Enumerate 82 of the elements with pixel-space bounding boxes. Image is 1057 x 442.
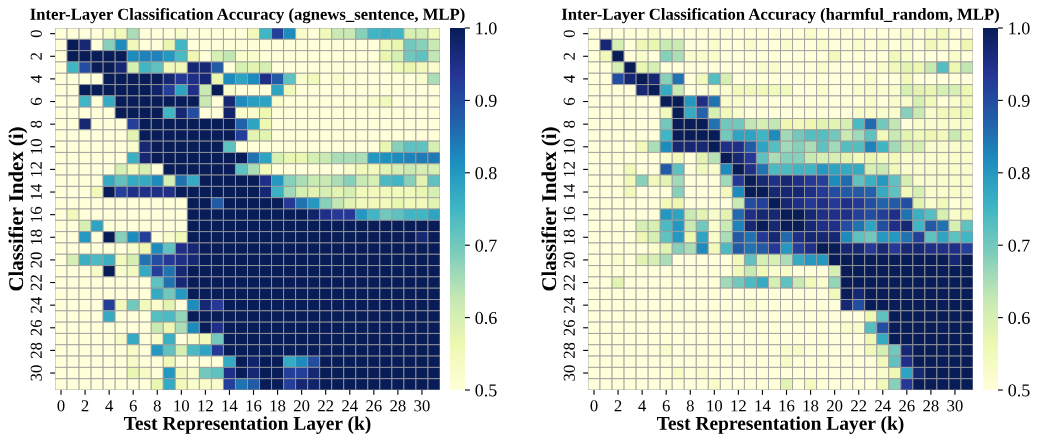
x-tick-label: 12 [198, 400, 213, 412]
x-tick-label: 0 [590, 400, 598, 412]
x-tick-label: 30 [947, 400, 963, 412]
x-tick-label: 4 [638, 400, 647, 412]
y-tick-label: 30 [563, 365, 575, 381]
x-tick-label: 4 [105, 400, 114, 412]
y-tick-label: 18 [563, 229, 575, 245]
x-tick-label: 22 [318, 400, 334, 412]
y-tick-label: 26 [563, 319, 575, 336]
y-tick-label: 14 [30, 183, 42, 199]
y-tick-label: 18 [30, 229, 42, 245]
x-tick-label: 16 [246, 400, 262, 412]
y-tick-label: 6 [563, 97, 575, 105]
y-tick-label: 10 [30, 139, 42, 154]
y-tick-label: 28 [30, 342, 42, 359]
color-bar-label: 0.8 [475, 167, 497, 180]
x-tick-label: 22 [851, 400, 867, 412]
x-axis-title: Test Representation Layer (k) [657, 416, 904, 434]
y-tick-label: 4 [30, 75, 42, 83]
y-tick-label: 14 [563, 183, 575, 199]
color-bar-label: 0.7 [1008, 239, 1030, 252]
x-tick-label: 26 [899, 400, 915, 412]
y-tick-label: 2 [563, 53, 575, 60]
x-tick-label: 8 [153, 400, 161, 412]
color-bar-label: 0.5 [475, 384, 497, 397]
x-tick-label: 14 [222, 400, 238, 412]
chart-title: Inter-Layer Classification Accuracy (harmful_random, MLP) [561, 7, 999, 24]
x-tick-label: 10 [707, 400, 723, 412]
y-axis-title: Classifier Index (i) [8, 127, 28, 291]
y-tick-label: 4 [563, 75, 575, 83]
x-tick-label: 16 [779, 400, 795, 412]
y-axis-title: Classifier Index (i) [541, 127, 561, 291]
chart-title: Inter-Layer Classification Accuracy (agnews_sentence, MLP) [30, 7, 465, 24]
y-tick-label: 0 [30, 30, 42, 38]
y-tick-label: 6 [30, 97, 42, 105]
color-bar-label: 0.5 [1008, 384, 1030, 397]
y-tick-label: 12 [563, 161, 575, 177]
x-tick-label: 30 [414, 400, 430, 412]
y-tick-label: 24 [30, 297, 42, 313]
x-tick-label: 2 [81, 400, 89, 412]
y-tick-label: 26 [30, 319, 42, 336]
x-tick-label: 6 [129, 400, 137, 412]
x-tick-label: 0 [57, 400, 65, 412]
y-tick-label: 22 [30, 275, 42, 291]
y-tick-label: 20 [563, 252, 575, 268]
color-bar-label: 1.0 [1009, 22, 1030, 35]
color-bar-label: 0.7 [475, 239, 497, 252]
x-tick-label: 10 [174, 400, 190, 412]
x-tick-label: 24 [342, 400, 358, 412]
x-tick-label: 18 [803, 400, 819, 412]
color-bar-label: 0.6 [475, 311, 497, 325]
x-tick-label: 8 [686, 400, 694, 412]
x-tick-label: 20 [827, 400, 843, 412]
x-tick-label: 28 [390, 400, 406, 412]
x-tick-label: 6 [662, 400, 670, 412]
y-tick-label: 20 [30, 252, 42, 268]
color-bar-label: 0.8 [1008, 167, 1030, 180]
x-tick-label: 26 [366, 400, 382, 412]
y-tick-label: 8 [563, 120, 575, 128]
x-tick-label: 24 [875, 400, 891, 412]
y-tick-label: 12 [30, 161, 42, 177]
y-tick-label: 24 [563, 297, 575, 313]
x-tick-label: 14 [755, 400, 771, 412]
y-tick-label: 30 [30, 365, 42, 381]
x-tick-label: 2 [614, 400, 622, 412]
x-axis-title: Test Representation Layer (k) [124, 416, 371, 434]
y-tick-label: 16 [30, 206, 42, 222]
x-tick-label: 20 [294, 400, 310, 412]
color-bar-label: 1.0 [476, 22, 497, 35]
y-tick-label: 10 [563, 139, 575, 154]
y-tick-label: 8 [30, 120, 42, 128]
color-bar-label: 0.9 [1008, 94, 1030, 107]
y-tick-label: 22 [563, 275, 575, 291]
y-tick-label: 2 [30, 53, 42, 60]
x-tick-label: 28 [923, 400, 939, 412]
x-tick-label: 12 [731, 400, 746, 412]
y-tick-label: 28 [563, 342, 575, 359]
color-bar-label: 0.9 [475, 94, 497, 107]
y-tick-label: 0 [563, 30, 575, 38]
color-bar-label: 0.6 [1008, 311, 1030, 325]
y-tick-label: 16 [563, 206, 575, 222]
x-tick-label: 18 [270, 400, 286, 412]
